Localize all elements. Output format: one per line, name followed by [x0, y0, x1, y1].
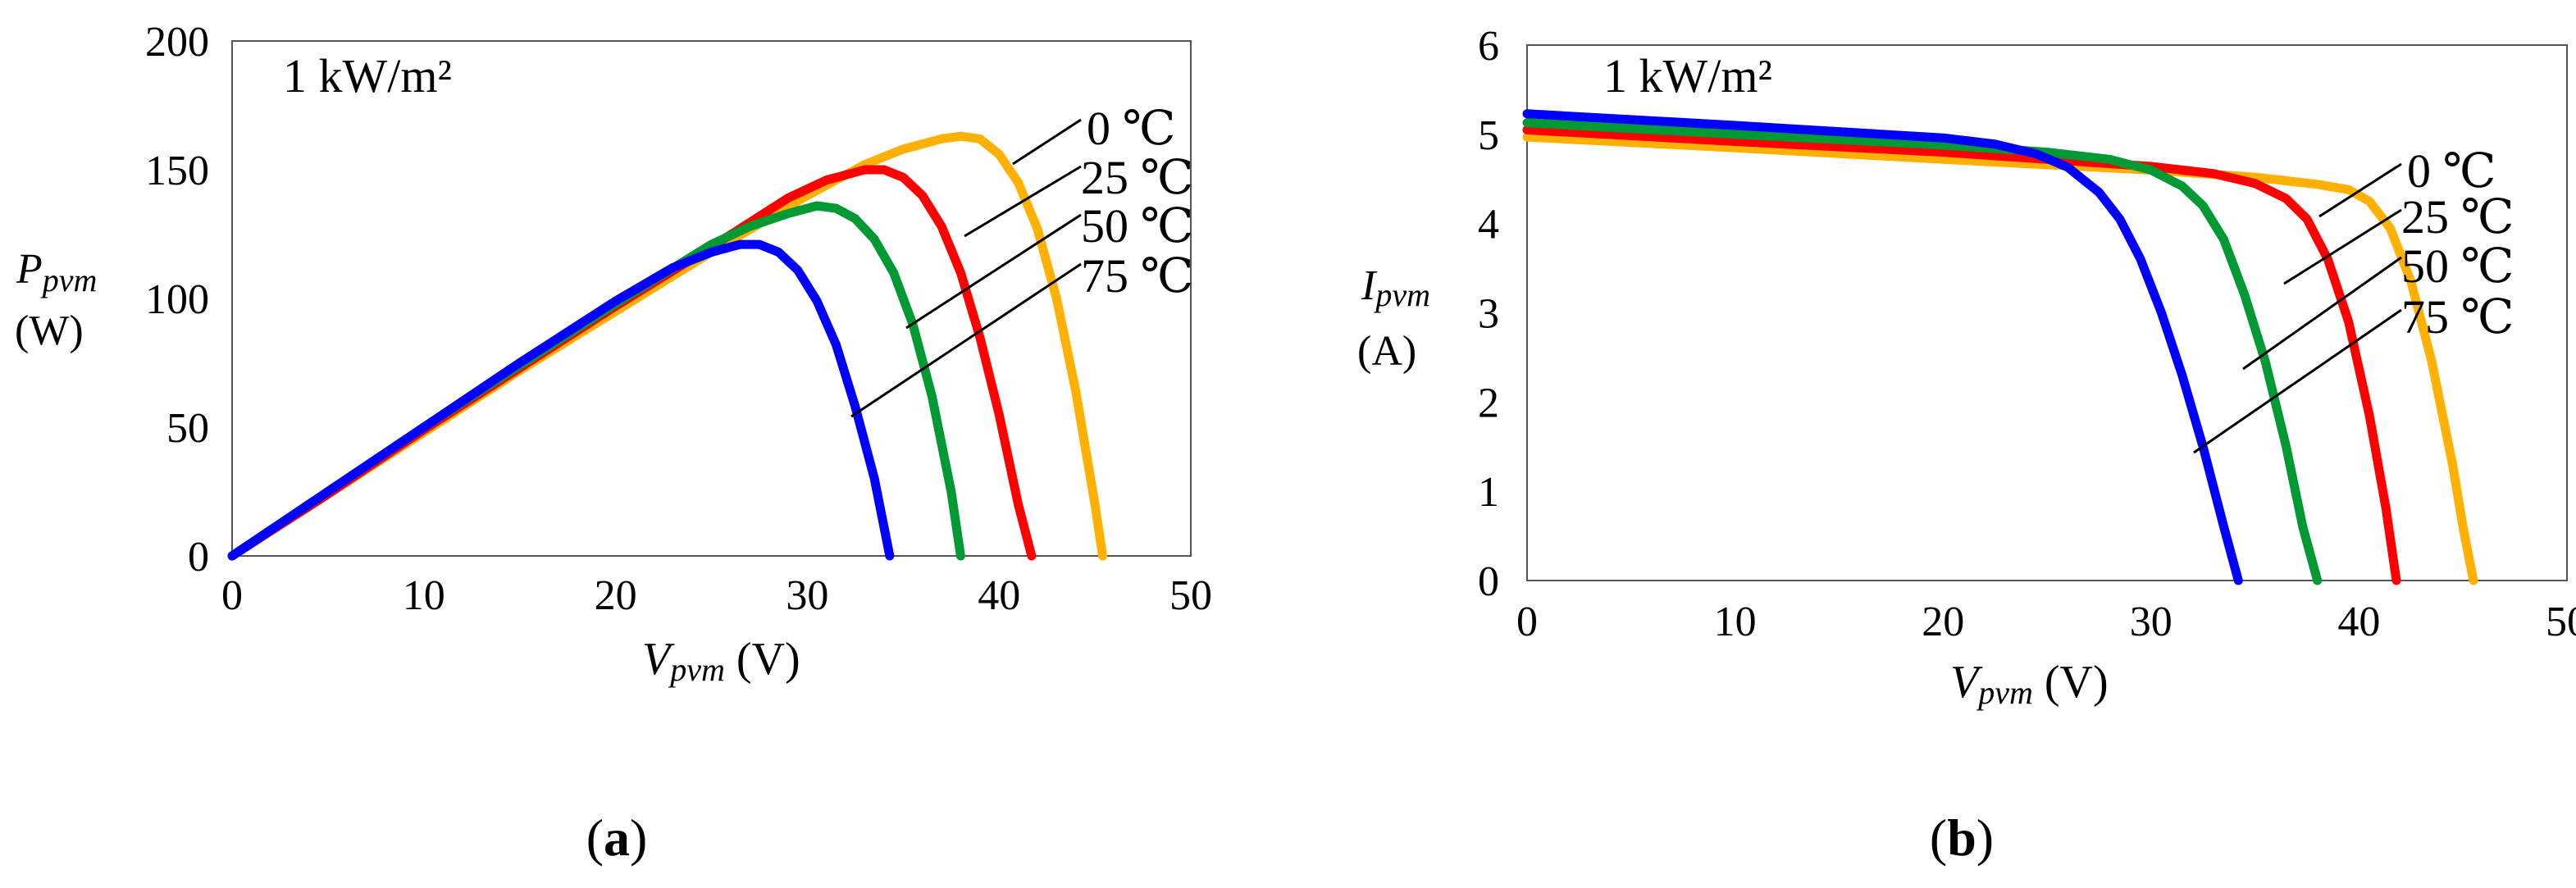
- chart-b-x-tick-label: 50: [2546, 599, 2576, 645]
- chart-b-x-label-main: V: [1950, 657, 1983, 708]
- chart-b-y-tick-label: 0: [1478, 558, 1499, 605]
- chart-b-y-tick-label: 4: [1478, 202, 1499, 248]
- chart-a-panel-label: (a): [586, 808, 648, 867]
- chart-a-leader-lines: [850, 118, 1082, 418]
- chart-b: 0 1 2 3 4 5 6 0 10 20 30 40 50 1 kW/m² 0 ℃ 25 ℃ 50 …: [1357, 23, 2576, 867]
- chart-a-x-label: Vpvm (V): [642, 634, 800, 688]
- chart-a-leader-0: [1012, 118, 1082, 166]
- chart-a-leader-75: [850, 262, 1082, 418]
- chart-a-y-tick-label: 50: [166, 405, 209, 452]
- chart-b-x-label-sub: pvm: [1976, 674, 2033, 711]
- chart-a-annotation-0: 0 ℃: [1087, 102, 1175, 155]
- chart-a-x-tick-label: 30: [786, 572, 828, 619]
- chart-a-y-label-sub: pvm: [40, 262, 98, 298]
- chart-a-x-label-sub: pvm: [668, 651, 725, 688]
- chart-b-x-tick-label: 10: [1714, 599, 1757, 645]
- chart-a-x-tick-label: 50: [1169, 572, 1212, 619]
- chart-a-x-tick-label: 0: [221, 572, 243, 619]
- chart-b-annotation-25: 25 ℃: [2401, 190, 2514, 244]
- chart-b-leader-75: [2193, 308, 2402, 454]
- chart-a-y-ticks: 0 50 100 150 200: [145, 19, 209, 581]
- chart-b-panel-letter: b: [1947, 808, 1976, 867]
- chart-a-x-tick-label: 10: [403, 572, 445, 619]
- chart-a: 0 50 100 150 200 0 10 20 30 40 50 1 kW/m² 0 ℃ 25 …: [15, 19, 1212, 867]
- chart-b-leader-lines: [2193, 162, 2402, 454]
- chart-b-series-line-3: [1522, 109, 2243, 585]
- chart-a-series-line-3: [227, 239, 895, 561]
- chart-b-frame: [1526, 44, 2568, 581]
- chart-a-y-tick-label: 150: [145, 148, 209, 194]
- chart-a-y-unit: (W): [15, 307, 84, 354]
- chart-b-y-ticks: 0 1 2 3 4 5 6: [1478, 23, 1499, 605]
- chart-b-y-label-main: I: [1361, 262, 1378, 309]
- chart-b-x-tick-label: 30: [2130, 599, 2173, 645]
- chart-a-title: 1 kW/m²: [283, 49, 452, 102]
- chart-b-x-label-unit: (V): [2045, 657, 2109, 708]
- chart-a-x-ticks: 0 10 20 30 40 50: [221, 572, 1212, 619]
- chart-a-annotation-75: 75 ℃: [1081, 249, 1193, 303]
- chart-b-x-ticks: 0 10 20 30 40 50: [1516, 599, 2576, 645]
- chart-b-title: 1 kW/m²: [1603, 49, 1772, 102]
- chart-b-series-line-1: [1522, 125, 2401, 585]
- chart-b-annotation-0: 0 ℃: [2407, 144, 2496, 198]
- chart-a-y-label-main: P: [16, 246, 43, 293]
- chart-a-y-tick-label: 100: [145, 276, 209, 323]
- chart-a-y-tick-label: 0: [188, 534, 209, 581]
- chart-a-series-line-0: [227, 131, 1107, 561]
- chart-a-frame: [231, 40, 1192, 557]
- chart-b-leader-50: [2242, 256, 2402, 371]
- chart-b-series-line-0: [1522, 132, 2478, 585]
- chart-b-series: [1522, 109, 2478, 585]
- chart-b-x-tick-label: 20: [1922, 599, 1964, 645]
- chart-b-leader-25: [2283, 208, 2402, 285]
- chart-b-y-tick-label: 5: [1478, 112, 1499, 159]
- chart-a-leader-25: [964, 165, 1082, 238]
- chart-a-series: [227, 131, 1107, 561]
- chart-a-annotation-50: 50 ℃: [1081, 199, 1193, 253]
- chart-b-series-line-2: [1522, 118, 2323, 585]
- chart-a-series-line-1: [227, 165, 1037, 561]
- chart-a-panel-letter: a: [604, 808, 630, 867]
- chart-b-x-label: Vpvm (V): [1950, 657, 2109, 711]
- chart-a-y-tick-label: 200: [145, 19, 209, 66]
- chart-a-x-tick-label: 40: [978, 572, 1020, 619]
- chart-a-leader-50: [905, 213, 1082, 330]
- chart-b-y-tick-label: 2: [1478, 380, 1499, 426]
- chart-b-y-label: Ipvm: [1361, 262, 1430, 313]
- chart-b-x-tick-label: 40: [2337, 599, 2380, 645]
- chart-b-y-tick-label: 6: [1478, 23, 1499, 70]
- chart-b-leader-0: [2318, 162, 2402, 218]
- chart-b-annotation-75: 75 ℃: [2401, 290, 2514, 344]
- chart-b-y-label-sub: pvm: [1373, 276, 1430, 313]
- chart-b-annotation-50: 50 ℃: [2401, 239, 2514, 293]
- chart-a-y-label: Ppvm: [16, 246, 97, 298]
- chart-a-x-label-unit: (V): [736, 634, 800, 685]
- chart-b-y-tick-label: 3: [1478, 291, 1499, 338]
- chart-a-x-label-main: V: [642, 634, 675, 685]
- chart-b-y-tick-label: 1: [1478, 469, 1499, 516]
- chart-b-y-unit: (A): [1357, 328, 1416, 375]
- chart-b-panel-label: (b): [1930, 808, 1994, 867]
- chart-a-x-tick-label: 20: [595, 572, 637, 619]
- chart-a-annotation-25: 25 ℃: [1081, 151, 1193, 204]
- chart-b-x-tick-label: 0: [1516, 599, 1538, 645]
